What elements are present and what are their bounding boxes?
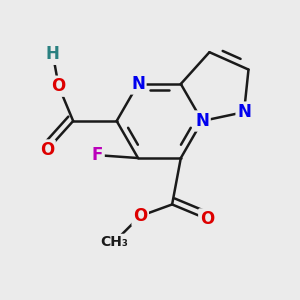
Text: O: O: [200, 210, 214, 228]
Text: H: H: [46, 45, 60, 63]
Text: N: N: [131, 75, 145, 93]
Text: O: O: [40, 141, 54, 159]
Text: O: O: [133, 207, 147, 225]
Text: N: N: [237, 103, 251, 121]
Text: N: N: [195, 112, 209, 130]
Text: F: F: [92, 146, 103, 164]
Text: O: O: [52, 77, 66, 95]
Text: CH₃: CH₃: [100, 235, 128, 249]
